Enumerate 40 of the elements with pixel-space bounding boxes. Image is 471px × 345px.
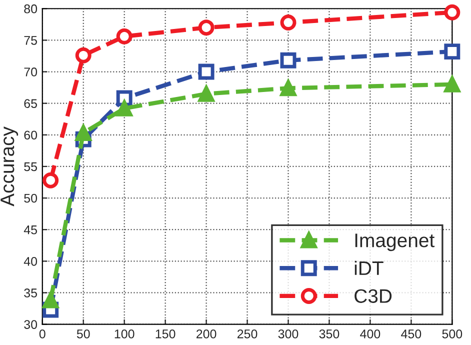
y-tick-label: 70 <box>24 68 38 76</box>
point <box>444 4 460 20</box>
legend-label: Imagenet <box>355 234 435 252</box>
y-tick-label: 55 <box>24 162 38 172</box>
x-tick-label: 0 <box>39 329 46 338</box>
point <box>444 44 460 60</box>
point <box>75 47 92 64</box>
y-tick-label: 65 <box>24 99 38 108</box>
y-tick-label: 75 <box>24 36 38 45</box>
y-tick-label: 45 <box>24 226 38 234</box>
point <box>116 28 132 44</box>
point <box>198 64 214 80</box>
x-tick-label: 300 <box>278 329 298 338</box>
x-tick-label: 350 <box>319 329 340 338</box>
point <box>42 292 59 308</box>
legend-label: C3D <box>354 289 392 303</box>
x-tick-label: 50 <box>76 329 90 338</box>
point <box>42 172 59 188</box>
y-tick-label: 35 <box>24 288 38 298</box>
y-tick-label: 50 <box>24 194 38 203</box>
legend-label: iDT <box>354 260 384 275</box>
x-tick-label: 400 <box>360 329 380 338</box>
point <box>198 20 214 36</box>
y-tick-label: 40 <box>24 256 38 266</box>
point <box>198 86 214 102</box>
point <box>280 52 296 68</box>
x-tick-label: 500 <box>442 329 462 338</box>
x-tick-label: 150 <box>156 329 176 338</box>
point <box>116 100 132 116</box>
point <box>444 76 460 92</box>
y-axis-title: Accuracy <box>0 126 18 206</box>
x-tick-label: 450 <box>401 329 422 338</box>
y-tick-label: 80 <box>24 4 38 14</box>
x-tick-label: 100 <box>114 329 134 338</box>
point <box>280 14 296 30</box>
y-tick-label: 60 <box>24 130 38 140</box>
x-tick-label: 200 <box>196 329 216 338</box>
x-tick-label: 250 <box>237 329 258 338</box>
y-tick-label: 30 <box>24 320 38 329</box>
point <box>280 80 296 96</box>
